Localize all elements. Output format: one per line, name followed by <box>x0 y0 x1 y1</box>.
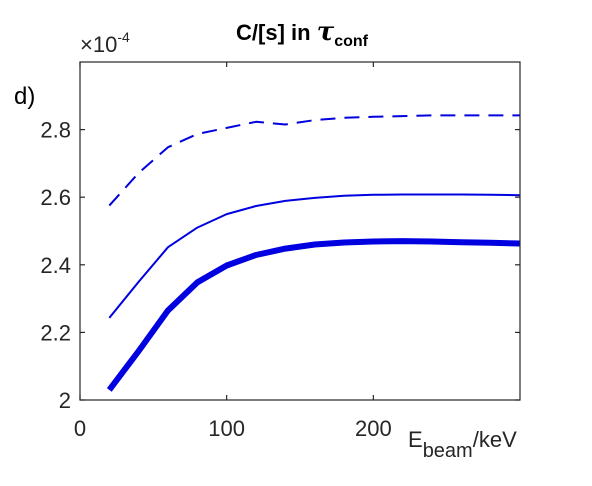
chart-title-symbol: τ <box>317 17 335 47</box>
x-axis-label: Ebeam/keV <box>408 427 517 462</box>
chart-title-prefix: C/[s] in <box>236 20 317 45</box>
series-line-thick <box>106 238 521 392</box>
y-exponent-power: -4 <box>117 29 130 45</box>
series-line-thin <box>108 193 521 319</box>
y-tick-label: 2.4 <box>40 253 71 278</box>
chart-title: C/[s] in τconf <box>236 17 369 50</box>
series-layer <box>106 114 521 392</box>
plot-area-border <box>79 61 521 401</box>
x-axis-label-main: E <box>408 427 423 452</box>
panel-label: d) <box>14 83 35 110</box>
x-axis-label-subscript: beam <box>423 440 473 462</box>
x-axis-label-suffix: /keV <box>473 427 517 452</box>
x-tick-label: 200 <box>355 416 392 441</box>
x-tick-label: 100 <box>208 416 245 441</box>
y-exponent-base: ×10 <box>80 32 117 57</box>
series-line-dashed <box>108 114 520 207</box>
y-tick-label: 2.2 <box>40 320 71 345</box>
chart-title-subscript: conf <box>334 33 368 50</box>
y-tick-label: 2.8 <box>40 118 71 143</box>
y-tick-label: 2 <box>59 388 71 413</box>
tick-layer: 0 100 200 2 2.2 2.4 2.6 2.8 <box>40 62 520 441</box>
x-tick-label: 0 <box>74 416 86 441</box>
y-exponent-label: ×10-4 <box>80 29 130 57</box>
y-tick-label: 2.6 <box>40 185 71 210</box>
